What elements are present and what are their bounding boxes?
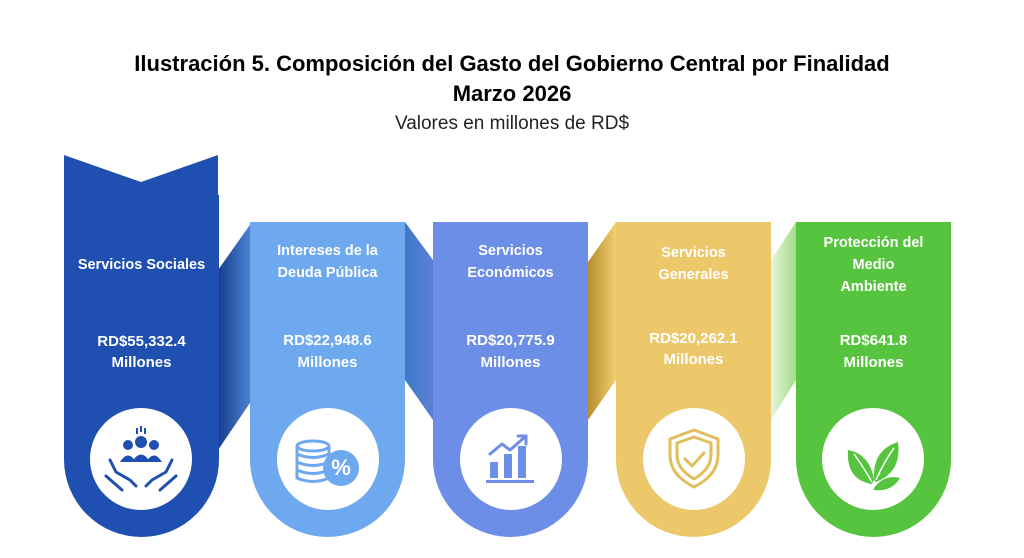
column-amount: RD$22,948.6 <box>283 332 372 349</box>
column-label: Medio <box>852 257 895 273</box>
column-label: Generales <box>658 267 729 283</box>
column-unit: Millones <box>111 354 172 371</box>
connector-2 <box>405 222 433 420</box>
column-label: Protección del <box>823 235 924 251</box>
column-label: Servicios <box>478 243 543 259</box>
title-line-2: Marzo 2026 <box>452 81 572 106</box>
people-in-hands-icon <box>90 408 192 510</box>
column-label: Intereses de la <box>277 243 378 259</box>
title-line-1: Ilustración 5. Composición del Gasto del… <box>134 51 890 76</box>
column-amount: RD$641.8 <box>839 332 908 349</box>
column-label: Servicios Sociales <box>77 257 206 273</box>
banner-notch-top <box>64 155 218 200</box>
subtitle: Valores en millones de RD$ <box>394 113 630 134</box>
connector-4 <box>771 222 796 420</box>
connector-3 <box>588 222 616 420</box>
column-unit: Millones <box>480 354 541 371</box>
coins-percent-icon: % <box>277 408 379 510</box>
column-label: Económicos <box>467 265 554 281</box>
connector-1 <box>218 222 252 450</box>
column-amount: RD$20,775.9 <box>466 332 555 349</box>
column-unit: Millones <box>843 354 904 371</box>
growth-chart-icon <box>460 408 562 510</box>
svg-text:%: % <box>331 455 351 480</box>
column-amount: RD$55,332.4 <box>97 333 186 350</box>
column-unit: Millones <box>297 354 358 371</box>
column-servicios-generales: Servicios Generales RD$20,262.1 Millones <box>616 222 771 537</box>
column-label: Ambiente <box>840 279 907 295</box>
shield-check-icon <box>643 408 745 510</box>
leaves-icon <box>822 408 924 510</box>
column-label: Deuda Pública <box>277 265 378 281</box>
column-unit: Millones <box>663 351 724 368</box>
column-label: Servicios <box>661 245 726 261</box>
column-amount: RD$20,262.1 <box>649 330 738 347</box>
